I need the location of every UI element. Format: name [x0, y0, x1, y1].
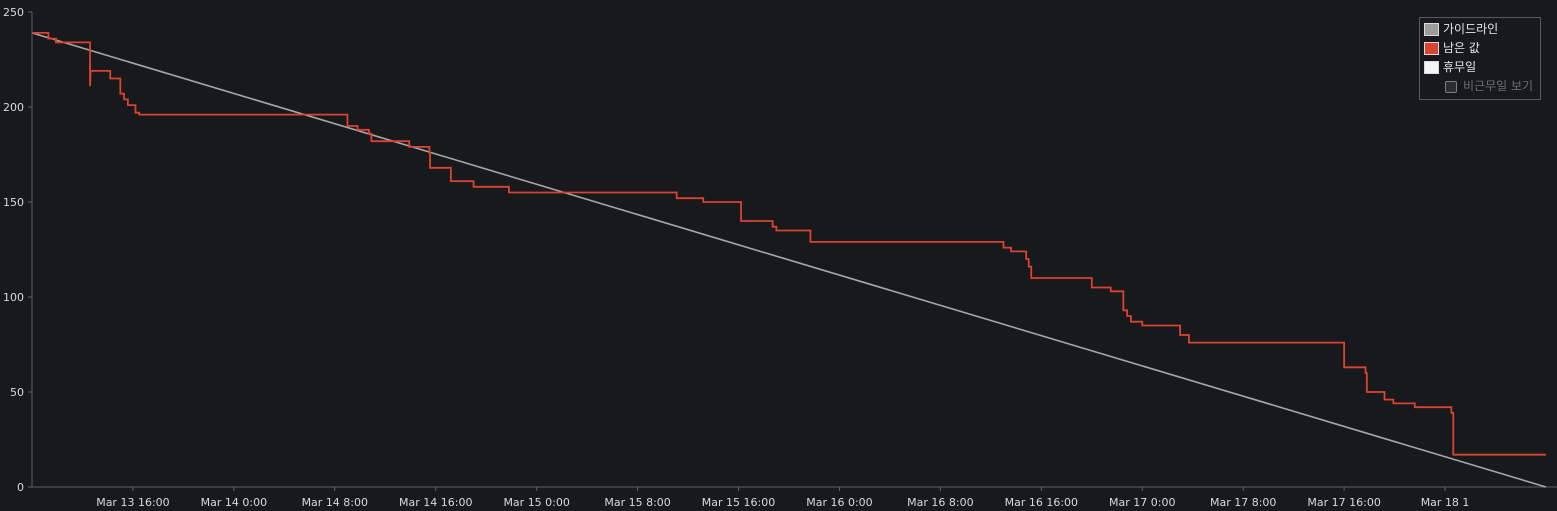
legend-label-holiday: 휴무일 — [1443, 60, 1477, 74]
x-tick-label: Mar 15 8:00 — [604, 496, 670, 509]
axes — [28, 11, 1557, 491]
y-tick-label: 100 — [3, 291, 24, 304]
guideline-swatch-icon — [1424, 23, 1439, 36]
tick-labels: 0 50 100 150 200 250 Mar 13 16:00 Mar 14 0:00 Ma… — [3, 6, 1469, 509]
holiday-swatch-icon — [1424, 61, 1439, 74]
legend-item-guideline[interactable]: 가이드라인 — [1424, 20, 1536, 39]
x-tick-label: Mar 13 16:00 — [96, 496, 169, 509]
x-tick-label: Mar 17 16:00 — [1307, 496, 1380, 509]
show-non-working-days-toggle[interactable]: 비근무일 보기 — [1424, 77, 1536, 96]
x-tick-label: Mar 14 16:00 — [399, 496, 472, 509]
y-tick-label: 250 — [3, 6, 24, 19]
y-tick-label: 50 — [10, 386, 24, 399]
legend-item-remaining[interactable]: 남은 값 — [1424, 39, 1536, 58]
x-tick-label: Mar 14 8:00 — [302, 496, 368, 509]
series-layer — [31, 32, 1547, 488]
x-tick-label: Mar 16 8:00 — [907, 496, 973, 509]
legend-label-remaining: 남은 값 — [1443, 41, 1480, 55]
legend: 가이드라인 남은 값 휴무일 비근무일 보기 — [1419, 17, 1541, 100]
x-tick-label: Mar 14 0:00 — [201, 496, 267, 509]
y-tick-label: 150 — [3, 196, 24, 209]
y-tick-label: 0 — [17, 481, 24, 494]
x-tick-label: Mar 18 1 — [1421, 496, 1470, 509]
remaining-series-line — [32, 32, 1546, 456]
x-tick-label: Mar 15 16:00 — [702, 496, 775, 509]
legend-label-guideline: 가이드라인 — [1443, 22, 1499, 36]
x-tick-label: Mar 15 0:00 — [503, 496, 569, 509]
x-tick-label: Mar 16 0:00 — [806, 496, 872, 509]
show-non-working-days-label: 비근무일 보기 — [1463, 79, 1534, 93]
guideline-series-line — [31, 32, 1547, 488]
legend-item-holiday[interactable]: 휴무일 — [1424, 58, 1536, 77]
remaining-swatch-icon — [1424, 42, 1439, 55]
y-tick-label: 200 — [3, 101, 24, 114]
x-tick-label: Mar 16 16:00 — [1005, 496, 1078, 509]
checkbox-icon[interactable] — [1445, 80, 1457, 93]
x-tick-label: Mar 17 0:00 — [1109, 496, 1175, 509]
x-tick-label: Mar 17 8:00 — [1210, 496, 1276, 509]
